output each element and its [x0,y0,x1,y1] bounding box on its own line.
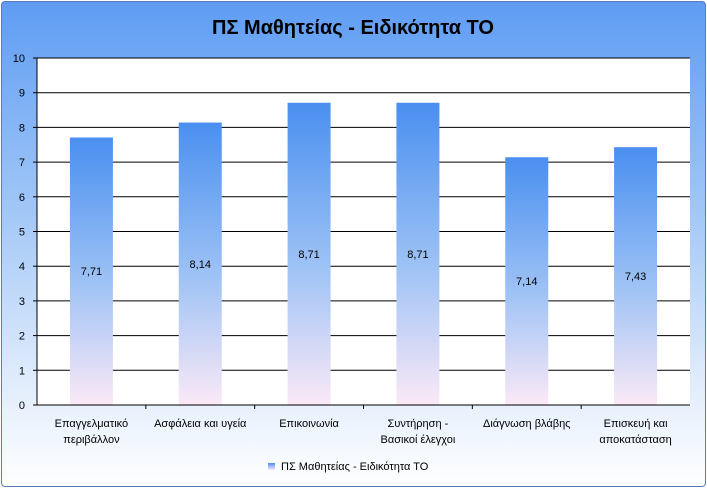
x-category-label: Επαγγελματικό περιβάλλον [55,418,129,446]
y-tick-label: 7 [19,157,25,169]
y-tick-label: 8 [19,122,25,134]
y-tick-label: 3 [19,296,25,308]
x-category-label: Επισκευή και αποκατάσταση [599,418,671,446]
y-tick-label: 4 [19,261,25,273]
bar [287,102,331,405]
x-category-label: Συντήρηση -Βασικοί έλεγχοι [381,418,456,446]
bar [614,147,658,405]
x-category-label: Ασφάλεια και υγεία [154,418,247,430]
data-label: 8,14 [190,259,211,271]
x-category-labels: Επαγγελματικό περιβάλλον Ασφάλεια και υγεί… [55,405,672,446]
bar [178,122,222,406]
bar [396,102,440,405]
y-tick-label: 2 [19,331,25,343]
y-tick-label: 9 [19,88,25,100]
data-label: 7,14 [516,276,537,288]
legend-entry: ΠΣ Μαθητείας - Ειδικότητα ΤΟ [281,461,429,473]
gridlines [33,57,690,406]
data-label: 8,71 [407,249,428,261]
y-tick-label: 1 [19,365,25,377]
y-tick-label: 0 [19,400,25,412]
legend: ΠΣ Μαθητείας - Ειδικότητα ΤΟ [268,461,429,473]
bars [69,102,658,406]
legend-swatch [268,463,275,470]
data-label: 7,71 [81,266,102,278]
y-tick-label: 5 [19,227,25,239]
y-tick-label: 10 [13,53,25,65]
data-label: 8,71 [298,249,319,261]
bar [69,137,113,405]
x-category-label: Διάγνωση βλάβης [483,418,570,430]
x-category-label: Επικοινωνία [279,418,339,430]
chart-title: ΠΣ Μαθητείας - Ειδικότητα ΤΟ [212,17,494,39]
bar [505,157,549,405]
data-label: 7,43 [625,271,646,283]
data-labels: 7,71 8,14 8,71 8,71 7,14 7,43 [81,249,647,288]
y-tick-label: 6 [19,192,25,204]
y-tick-labels: 0 1 2 3 4 5 6 7 8 9 10 [13,53,25,412]
